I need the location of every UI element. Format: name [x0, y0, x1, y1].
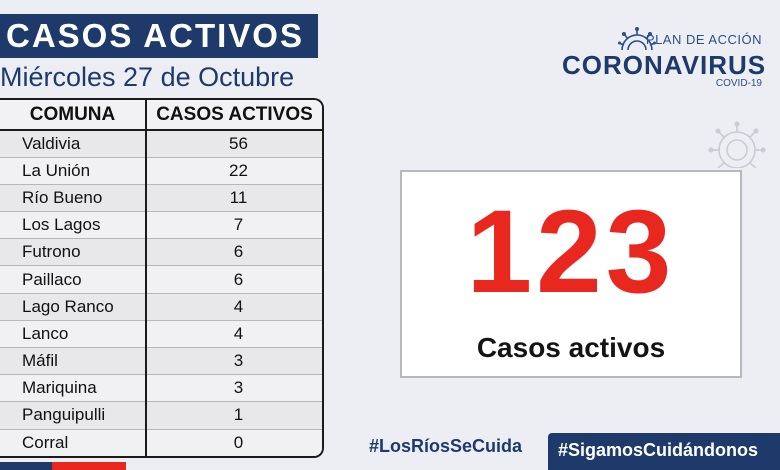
page-title: CASOS ACTIVOS [0, 14, 318, 58]
table-row: Panguipulli 1 [0, 401, 322, 430]
casos-value: 22 [146, 157, 322, 185]
comuna-name: Lago Ranco [0, 293, 147, 321]
column-header-comuna: COMUNA [0, 100, 147, 131]
table-row: Lago Ranco 4 [0, 293, 322, 321]
casos-value: 4 [146, 320, 322, 349]
column-header-casos: CASOS ACTIVOS [146, 100, 322, 131]
logo-main-text: CORONAVIRUS [562, 50, 767, 80]
hashtag-sigamos: #SigamosCuidándonos [548, 433, 780, 470]
comuna-name: Panguipulli [0, 401, 147, 430]
casos-value: 6 [146, 265, 322, 294]
casos-value: 1 [146, 401, 322, 430]
table-row: Máfil 3 [0, 347, 322, 376]
table-row: Los Lagos 7 [0, 211, 322, 240]
comuna-name: Río Bueno [0, 184, 147, 213]
table-row: La Unión 22 [0, 157, 322, 185]
cases-table: COMUNA CASOS ACTIVOS Valdivia 56 La Unión… [0, 98, 324, 458]
flag-blue-segment [0, 462, 52, 470]
comuna-name: Valdivia [0, 130, 147, 158]
logo-plan-text: PLAN DE ACCIÓN [645, 32, 762, 47]
table-row: Lanco 4 [0, 320, 322, 349]
casos-value: 3 [146, 374, 322, 403]
comuna-name: Mariquina [0, 374, 147, 403]
comuna-name: Corral [0, 429, 147, 456]
virus-icon [618, 27, 656, 50]
casos-value: 6 [146, 238, 322, 267]
table-row: Corral 0 [0, 429, 322, 456]
total-cases-number: 123 [466, 186, 676, 318]
table-row: Paillaco 6 [0, 265, 322, 294]
comuna-name: Lanco [0, 320, 147, 349]
coronavirus-logo: PLAN DE ACCIÓN CORONAVIRUS COVID-19 [562, 26, 766, 90]
comuna-name: Paillaco [0, 265, 147, 294]
comuna-name: La Unión [0, 157, 147, 185]
table-row: Mariquina 3 [0, 374, 322, 403]
total-cases-label: Casos activos [476, 332, 666, 363]
casos-value: 7 [146, 211, 322, 240]
comuna-name: Los Lagos [0, 211, 147, 240]
casos-value: 3 [146, 347, 322, 376]
table-row: Futrono 6 [0, 238, 322, 267]
hashtag-los-rios: #LosRíosSeCuida [369, 436, 523, 456]
flag-red-segment [52, 462, 126, 470]
casos-value: 4 [146, 293, 322, 321]
decorative-virus-icon [708, 121, 766, 168]
casos-value: 11 [146, 184, 322, 213]
report-date: Miércoles 27 de Octubre [0, 62, 295, 92]
table-header-row: COMUNA CASOS ACTIVOS [0, 100, 322, 131]
table-row: Valdivia 56 [0, 130, 322, 158]
total-cases-card: 123 Casos activos [400, 170, 742, 378]
logo-sub-text: COVID-19 [715, 78, 762, 89]
casos-value: 56 [146, 130, 322, 158]
comuna-name: Máfil [0, 347, 147, 376]
table-row: Río Bueno 11 [0, 184, 322, 213]
flag-strip [0, 462, 126, 470]
comuna-name: Futrono [0, 238, 147, 267]
casos-value: 0 [146, 429, 322, 456]
